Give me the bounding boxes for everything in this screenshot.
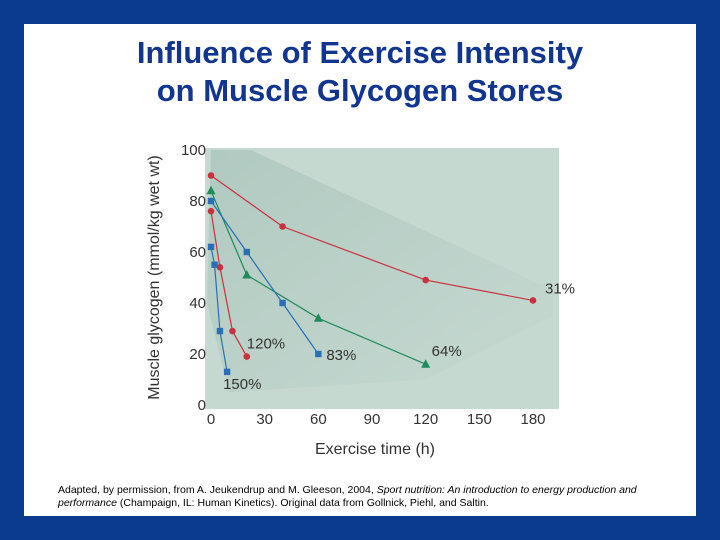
title-line-1: Influence of Exercise Intensity [136,35,584,70]
series-line [210,190,426,365]
data-point [529,297,537,304]
series-line [210,175,534,302]
data-point [243,248,250,256]
y-tick-label: 80 [189,193,206,210]
slide: Influence of Exercise Intensity on Muscl… [24,24,696,516]
x-tick-label: 0 [207,411,215,428]
series-line [210,246,228,372]
data-point [207,207,215,215]
series-label: 150% [223,376,261,393]
data-point [206,185,216,195]
data-point [315,350,322,358]
title-line-2: on Muscle Glycogen Stores [156,73,564,108]
series-label: 31% [545,280,575,297]
y-tick-label: 20 [189,346,206,363]
data-point [279,223,286,230]
data-point [243,353,251,360]
data-point [422,276,429,284]
plot-shading [207,150,553,393]
glycogen-chart: 0 20 40 60 80 100 0 30 60 90 120 150 180 Exercise tim… [146,142,575,458]
data-point [207,197,215,205]
x-tick-label: 120 [413,411,438,428]
slide-title: Influence of Exercise Intensity on Muscl… [24,34,696,110]
series-line [210,211,248,357]
data-point [216,264,224,271]
y-tick-label: 60 [189,244,206,261]
y-axis-label: Muscle glycogen (mmol/kg wet wt) [146,155,163,400]
x-tick-label: 90 [364,411,381,428]
x-tick-label: 60 [310,411,327,428]
data-point [216,327,224,335]
caption-text-2: (Champaign, IL: Human Kinetics). Origina… [116,497,489,509]
data-point [211,261,218,268]
x-tick-label: 180 [520,411,545,428]
x-axis-label: Exercise time (h) [315,441,435,458]
data-point [207,172,215,179]
caption-book-title: Sport nutrition: An introduction to ener… [58,484,637,509]
data-point [207,243,215,251]
source-caption: Adapted, by permission, from A. Jeukendr… [58,484,678,510]
y-tick-label: 0 [198,397,206,414]
y-tick-label: 40 [189,295,206,312]
data-point [223,368,231,376]
x-tick-label: 150 [467,411,492,428]
series-label: 83% [326,347,356,364]
caption-text-1: Adapted, by permission, from A. Jeukendr… [58,484,377,496]
series-line [210,200,319,355]
data-point [242,269,252,279]
series-label: 64% [432,343,462,360]
x-tick-label: 30 [256,411,273,428]
series-label: 120% [247,336,285,353]
data-point [313,313,323,322]
data-point [229,327,236,335]
data-point [421,359,431,368]
data-point [279,299,286,307]
y-tick-label: 100 [181,142,206,159]
